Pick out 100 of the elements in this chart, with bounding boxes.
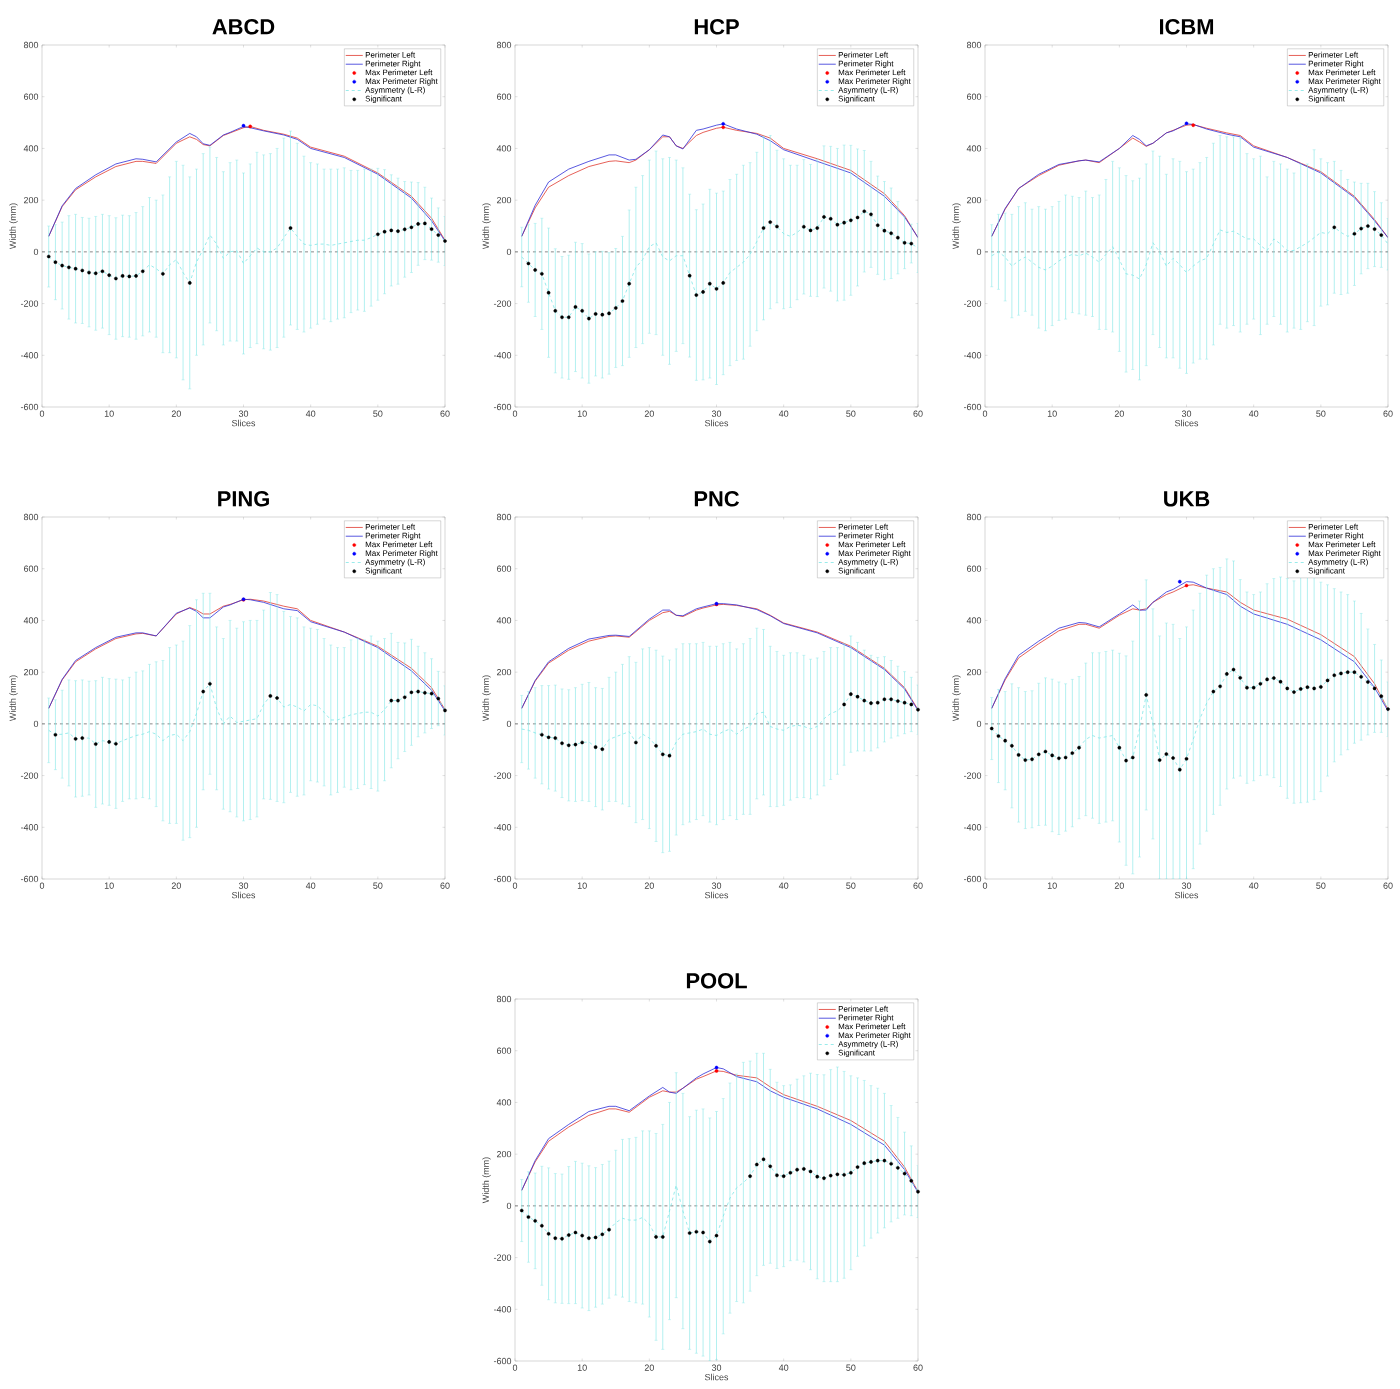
x-axis-title: Slices xyxy=(1174,419,1199,427)
point xyxy=(1245,685,1249,690)
point xyxy=(815,226,820,230)
point xyxy=(593,745,598,749)
y-axis-title: Width (mm) xyxy=(952,203,961,250)
point xyxy=(721,281,726,285)
x-tick-label: 30 xyxy=(711,1364,722,1371)
point xyxy=(600,312,605,317)
x-tick-label: 0 xyxy=(512,882,518,889)
point xyxy=(208,681,212,686)
point xyxy=(533,1219,537,1223)
point xyxy=(1218,684,1222,689)
point xyxy=(580,309,584,313)
y-tick-label: 600 xyxy=(496,93,512,100)
point xyxy=(67,265,71,270)
y-tick-label: 600 xyxy=(23,93,39,100)
point xyxy=(1010,744,1014,748)
point xyxy=(114,741,118,746)
point xyxy=(80,268,85,273)
y-tick-label: 400 xyxy=(23,145,39,152)
x-axis-title: Slices xyxy=(704,1373,729,1381)
point xyxy=(1063,755,1068,760)
point xyxy=(587,1236,591,1240)
point xyxy=(627,281,631,286)
point xyxy=(1225,672,1229,676)
point xyxy=(1345,670,1350,674)
point xyxy=(1332,225,1337,230)
point xyxy=(808,228,813,233)
point xyxy=(835,222,840,227)
point xyxy=(140,269,145,274)
x-tick-label: 60 xyxy=(913,882,923,889)
point xyxy=(1036,752,1041,757)
point xyxy=(714,1233,719,1238)
point xyxy=(423,691,427,695)
point xyxy=(660,1235,665,1239)
x-tick-label: 50 xyxy=(1316,410,1326,417)
point xyxy=(566,743,571,748)
y-axis-title: Width (mm) xyxy=(9,675,18,722)
point xyxy=(654,1235,658,1239)
y-tick-label: 400 xyxy=(496,145,512,152)
point xyxy=(849,218,853,223)
y-axis-title: Width (mm) xyxy=(952,675,961,722)
x-tick-label: 10 xyxy=(577,410,587,417)
x-tick-label: 10 xyxy=(577,882,587,889)
point xyxy=(842,1173,846,1177)
y-tick-label: -400 xyxy=(963,824,982,831)
y-tick-label: 0 xyxy=(506,248,512,256)
point xyxy=(902,1171,907,1176)
point xyxy=(1077,745,1081,750)
x-tick-label: 40 xyxy=(1248,410,1259,417)
y-tick-label: -600 xyxy=(20,875,39,883)
y-tick-label: 800 xyxy=(496,995,512,1003)
point xyxy=(1325,678,1330,683)
point xyxy=(1184,121,1189,126)
y-tick-label: -400 xyxy=(493,1306,512,1313)
point xyxy=(73,266,78,271)
point xyxy=(201,689,205,694)
point xyxy=(828,1173,833,1178)
x-tick-label: 30 xyxy=(238,410,249,417)
point xyxy=(80,736,85,740)
point xyxy=(114,276,118,281)
y-tick-label: -200 xyxy=(963,772,982,779)
y-tick-label: -600 xyxy=(963,403,982,411)
point xyxy=(1352,231,1357,236)
y-tick-label: 600 xyxy=(496,1047,512,1054)
point xyxy=(429,691,434,696)
x-tick-label: 0 xyxy=(39,882,45,889)
point xyxy=(573,1230,578,1235)
point xyxy=(761,226,766,230)
x-tick-label: 60 xyxy=(440,410,450,417)
point xyxy=(60,263,64,268)
point xyxy=(161,272,165,276)
chart-title: PING xyxy=(218,490,269,507)
point xyxy=(862,1161,867,1165)
point xyxy=(869,212,873,217)
point xyxy=(896,1166,900,1170)
y-tick-label: 400 xyxy=(966,617,982,624)
point xyxy=(1144,693,1148,697)
y-tick-label: 400 xyxy=(496,617,512,624)
x-tick-label: 10 xyxy=(1047,410,1057,417)
point xyxy=(553,309,558,313)
point xyxy=(120,274,125,278)
chart-title: UKB xyxy=(1164,491,1210,507)
point xyxy=(573,305,578,309)
point xyxy=(409,225,414,230)
x-tick-label: 20 xyxy=(1114,882,1124,889)
point xyxy=(1379,233,1384,237)
y-tick-label: 800 xyxy=(23,513,39,521)
x-tick-label: 50 xyxy=(1316,882,1326,889)
point xyxy=(1184,583,1189,588)
point xyxy=(889,1161,893,1166)
point xyxy=(989,726,994,731)
point xyxy=(1003,738,1007,743)
point xyxy=(1332,673,1337,678)
point xyxy=(1191,123,1196,127)
point xyxy=(580,740,584,745)
point xyxy=(708,1239,712,1244)
x-tick-label: 60 xyxy=(1383,882,1393,889)
point xyxy=(416,222,420,226)
point xyxy=(1023,758,1028,762)
